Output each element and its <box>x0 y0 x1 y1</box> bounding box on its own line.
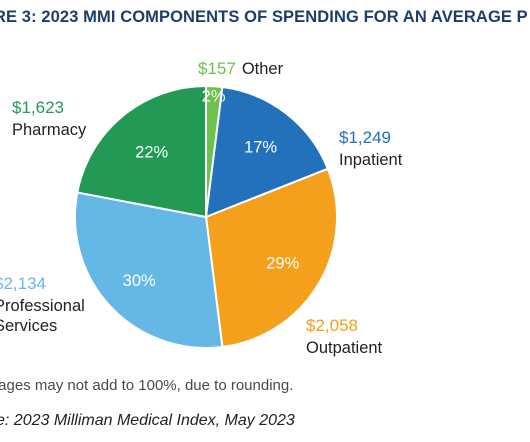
pie-slices <box>74 84 338 349</box>
pie-slice-pharmacy <box>76 84 207 219</box>
name-label-other: Other <box>242 60 284 78</box>
name-label-inpatient-0: Inpatient <box>339 151 403 169</box>
chart-title: RE 3: 2023 MMI COMPONENTS OF SPENDING FO… <box>0 8 528 26</box>
percent-label-other: 2% <box>202 87 226 105</box>
value-label-other: $157 <box>198 59 236 78</box>
value-label-professional-services: $2,134 <box>0 274 46 293</box>
value-label-pharmacy: $1,623 <box>12 98 64 117</box>
percent-label-outpatient: 29% <box>266 254 299 272</box>
percent-label-inpatient: 17% <box>244 139 277 157</box>
name-label-pharmacy-0: Pharmacy <box>12 121 87 139</box>
outer-label-other: $157 Other <box>198 59 284 78</box>
rounding-footnote: tages may not add to 100%, due to roundi… <box>0 377 294 394</box>
percent-label-pharmacy: 22% <box>135 143 168 161</box>
value-label-inpatient: $1,249 <box>339 128 391 147</box>
source-note: e: 2023 Milliman Medical Index, May 2023 <box>0 412 295 429</box>
pie-slice-professional-services <box>74 191 224 349</box>
name-label-outpatient-0: Outpatient <box>306 339 383 357</box>
value-label-outpatient: $2,058 <box>306 316 358 335</box>
value-labels: $157 Other $1,249 Inpatient $2,058 Outpatient… <box>0 59 403 357</box>
name-label-professional-services-0: Professional <box>0 297 85 315</box>
pie-slice-outpatient <box>204 167 338 349</box>
percent-labels: 2% 17% 29% 30% 22% <box>123 87 300 289</box>
percent-label-professional-services: 30% <box>123 272 156 290</box>
pie-slice-inpatient <box>204 85 330 219</box>
name-label-professional-services-1: Services <box>0 317 57 335</box>
